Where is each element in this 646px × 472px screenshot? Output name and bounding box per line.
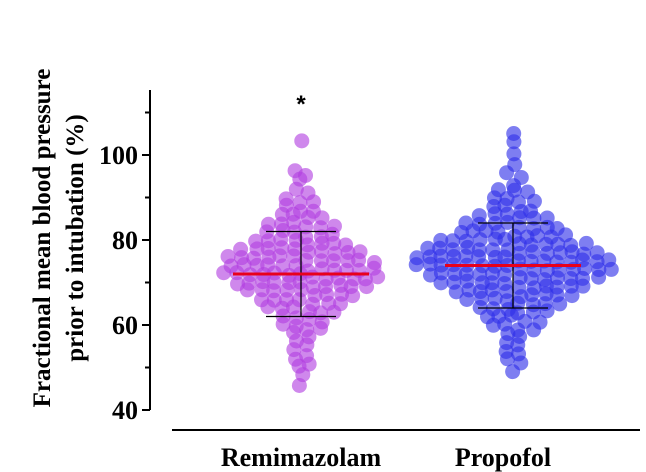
y-tick-label: 100 [99, 141, 138, 170]
data-point-propofol [490, 182, 506, 198]
data-point-propofol [420, 240, 436, 256]
data-point-propofol [471, 208, 487, 224]
data-point-propofol [510, 194, 526, 210]
data-point-propofol [506, 146, 522, 162]
data-point-remimazolam [230, 276, 246, 292]
data-point-propofol [507, 157, 523, 173]
data-point-propofol [458, 215, 474, 231]
y-tick-label: 40 [112, 396, 138, 425]
data-point-propofol [549, 221, 565, 237]
data-point-remimazolam [338, 237, 354, 253]
category-labels: Remimazolam Propofol * [221, 91, 551, 472]
data-point-remimazolam [248, 233, 264, 249]
significance-asterisk: * [296, 91, 306, 118]
data-point-remimazolam [300, 185, 316, 201]
y-axis-title-line-2: prior to intubation (%) [62, 114, 89, 361]
y-tick-label: 80 [112, 226, 138, 255]
data-point-remimazolam [298, 167, 314, 183]
y-tick-label: 60 [112, 311, 138, 340]
data-point-propofol [578, 235, 594, 251]
data-point-remimazolam [220, 248, 236, 264]
data-point-propofol [506, 126, 522, 142]
y-axis-title-line-1: Fractional mean blood pressure [29, 69, 56, 408]
data-point-remimazolam [278, 191, 294, 207]
data-point-remimazolam [298, 229, 314, 245]
data-point-remimazolam [326, 218, 342, 234]
data-point-remimazolam [260, 216, 276, 232]
data-point-propofol [539, 210, 555, 226]
data-point-propofol [433, 232, 449, 248]
data-point-propofol [409, 250, 425, 266]
y-axis-title: Fractional mean blood pressure prior to … [29, 69, 89, 408]
data-points [216, 126, 619, 394]
data-point-propofol [526, 221, 542, 237]
summary-lines [233, 222, 581, 318]
axes: 40 60 80 100 [99, 90, 640, 431]
category-label-remimazolam: Remimazolam [221, 443, 382, 472]
data-point-propofol [513, 169, 529, 185]
data-point-propofol [589, 245, 605, 261]
category-label-propofol: Propofol [455, 443, 551, 472]
data-point-remimazolam [233, 241, 249, 257]
data-point-propofol [520, 184, 536, 200]
data-point-remimazolam [299, 348, 315, 364]
data-point-remimazolam [366, 255, 382, 271]
data-point-propofol [601, 252, 617, 268]
data-point-remimazolam [352, 244, 368, 260]
data-point-remimazolam [294, 133, 310, 149]
